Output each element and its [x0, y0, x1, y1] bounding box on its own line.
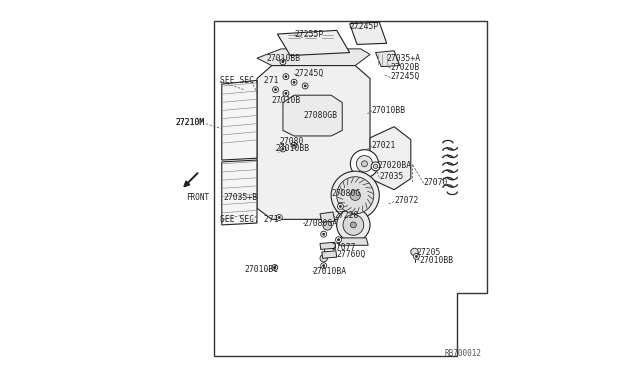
Text: 27035+B: 27035+B [223, 193, 258, 202]
Circle shape [293, 144, 295, 146]
Polygon shape [222, 160, 257, 225]
Circle shape [350, 190, 360, 201]
Circle shape [339, 205, 342, 208]
Circle shape [415, 255, 417, 257]
Text: 27072: 27072 [394, 196, 419, 205]
Circle shape [323, 264, 325, 267]
Circle shape [273, 87, 278, 93]
Circle shape [276, 215, 282, 221]
Polygon shape [257, 65, 370, 219]
Text: 27021: 27021 [372, 141, 396, 150]
Circle shape [282, 61, 284, 63]
Circle shape [331, 171, 380, 219]
Circle shape [280, 59, 286, 65]
Circle shape [278, 217, 280, 219]
Polygon shape [320, 242, 335, 249]
Polygon shape [322, 251, 337, 258]
Text: 27245Q: 27245Q [390, 72, 420, 81]
Text: 27010BB: 27010BB [372, 106, 406, 115]
Circle shape [282, 148, 284, 150]
Text: 27080GA: 27080GA [303, 219, 337, 228]
Text: 27080: 27080 [279, 137, 303, 146]
Text: 27210M: 27210M [175, 119, 205, 128]
Circle shape [335, 237, 342, 243]
Text: 27010BB: 27010BB [266, 54, 300, 62]
Text: 27245Q: 27245Q [294, 68, 323, 77]
Text: 27010BB: 27010BB [276, 144, 310, 153]
Circle shape [323, 221, 332, 230]
Circle shape [285, 76, 287, 78]
Circle shape [362, 161, 367, 167]
Text: 27035+A: 27035+A [387, 54, 421, 62]
Text: 27210M: 27210M [175, 119, 205, 128]
Circle shape [371, 162, 380, 171]
Circle shape [321, 231, 326, 237]
Text: SEE SEC. 271: SEE SEC. 271 [220, 215, 278, 224]
Circle shape [337, 208, 370, 241]
Circle shape [285, 92, 287, 94]
Circle shape [323, 233, 325, 235]
Circle shape [320, 254, 328, 262]
Text: 27010BA: 27010BA [312, 267, 347, 276]
Text: 27245P: 27245P [349, 22, 379, 31]
Polygon shape [349, 22, 387, 44]
Polygon shape [222, 80, 257, 160]
Text: 27080GB: 27080GB [303, 111, 337, 120]
Text: 27080G: 27080G [331, 189, 360, 198]
Text: 27035: 27035 [380, 172, 404, 181]
Circle shape [350, 150, 378, 178]
Polygon shape [376, 51, 400, 67]
Circle shape [411, 248, 418, 256]
Circle shape [283, 74, 289, 80]
Text: 27205: 27205 [417, 248, 441, 257]
Circle shape [280, 146, 286, 152]
Polygon shape [283, 95, 342, 136]
Circle shape [337, 238, 340, 241]
Circle shape [337, 203, 343, 209]
Circle shape [350, 222, 356, 228]
Polygon shape [370, 127, 411, 190]
Polygon shape [320, 212, 335, 222]
Circle shape [321, 263, 326, 269]
Polygon shape [257, 49, 370, 65]
Text: RB700012: RB700012 [444, 349, 481, 358]
Text: 27010BC: 27010BC [244, 265, 278, 274]
Circle shape [337, 177, 374, 214]
Polygon shape [339, 238, 368, 245]
Circle shape [275, 89, 276, 91]
Text: 27760Q: 27760Q [337, 250, 366, 259]
Circle shape [413, 253, 419, 259]
Text: 27077: 27077 [331, 243, 355, 251]
Text: 27020BA: 27020BA [378, 161, 412, 170]
Circle shape [343, 215, 364, 235]
Circle shape [291, 142, 297, 148]
Circle shape [272, 264, 278, 270]
Text: SEE SEC. 271: SEE SEC. 271 [220, 76, 278, 85]
Text: 27228: 27228 [335, 211, 359, 220]
Circle shape [274, 266, 276, 269]
Text: FRONT: FRONT [186, 193, 209, 202]
Circle shape [304, 85, 307, 87]
Text: 27255P: 27255P [294, 29, 323, 39]
Circle shape [293, 81, 295, 83]
Circle shape [283, 90, 289, 96]
Text: 27010B: 27010B [272, 96, 301, 105]
Text: 27020B: 27020B [390, 63, 420, 72]
Polygon shape [277, 31, 349, 55]
Text: 27070: 27070 [424, 178, 448, 187]
Circle shape [356, 155, 372, 172]
Circle shape [291, 79, 297, 85]
Circle shape [302, 83, 308, 89]
Text: 27010BB: 27010BB [419, 256, 454, 264]
Circle shape [373, 164, 378, 169]
